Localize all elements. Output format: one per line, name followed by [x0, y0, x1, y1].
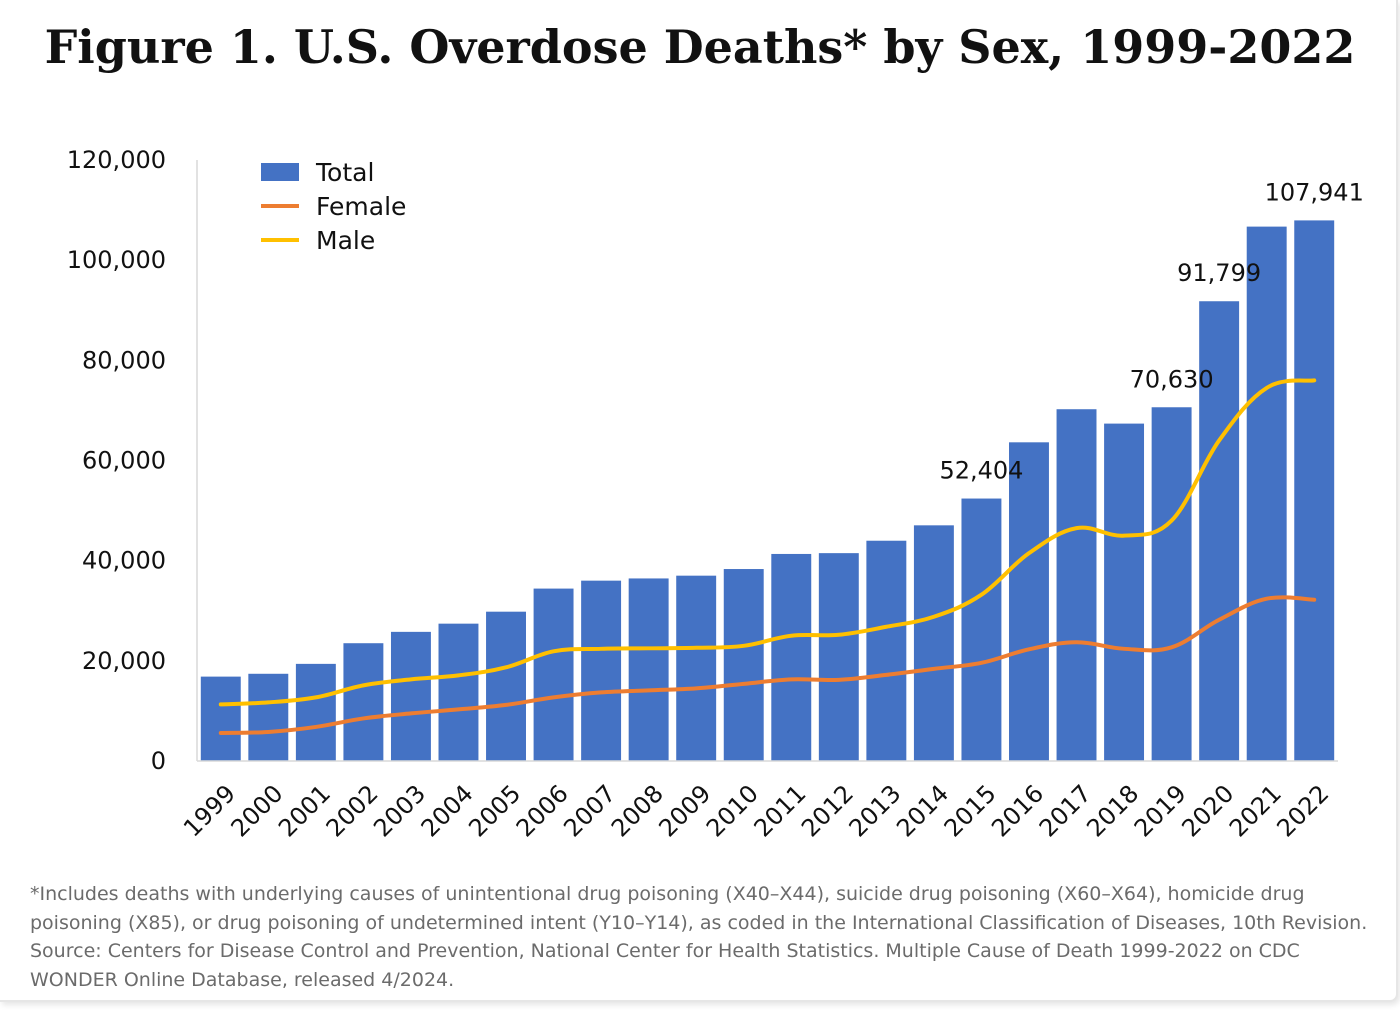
overdose-deaths-chart: 020,00040,00060,00080,000100,000120,000 … [67, 146, 1364, 842]
legend-swatch-total [261, 163, 299, 181]
bar-total-2022 [1294, 220, 1335, 761]
data-label-2020: 91,799 [1177, 259, 1261, 287]
x-tick-label: 2001 [273, 779, 336, 842]
x-tick-label: 2005 [463, 779, 526, 842]
line-male [218, 378, 1317, 707]
bar-total-2018 [1104, 423, 1145, 761]
bar-total-2014 [913, 525, 954, 761]
bar-total-2010 [723, 569, 764, 761]
x-tick-label: 2022 [1271, 779, 1334, 842]
x-tick-label: 1999 [178, 779, 241, 842]
bar-total-2006 [533, 588, 574, 761]
legend-label-male: Male [316, 226, 375, 255]
bar-total-2017 [1056, 409, 1097, 761]
x-tick-label: 2007 [558, 779, 621, 842]
legend: Total Female Male [261, 158, 406, 255]
bar-total-2008 [628, 578, 669, 761]
x-tick-label: 2016 [986, 779, 1049, 842]
y-tick-label: 120,000 [67, 146, 166, 174]
x-tick-labels: 1999200020012002200320042005200620072008… [178, 779, 1334, 842]
x-tick-label: 2006 [511, 779, 574, 842]
data-label-2019: 70,630 [1130, 365, 1214, 393]
legend-label-female: Female [316, 192, 406, 221]
bar-total-2005 [486, 611, 526, 761]
figure-card: Figure 1. U.S. Overdose Deaths* by Sex, … [0, 0, 1398, 1002]
x-tick-label: 2003 [368, 779, 431, 842]
bar-total-2019 [1151, 407, 1192, 761]
bar-total-2002 [343, 643, 384, 761]
bar-total-2000 [248, 673, 289, 761]
bar-total-1999 [200, 676, 241, 761]
bar-total-2016 [1009, 442, 1049, 761]
x-tick-label: 2008 [606, 779, 669, 842]
legend-label-total: Total [315, 158, 374, 187]
y-tick-label: 60,000 [82, 447, 166, 475]
bar-total-2007 [581, 580, 622, 761]
x-tick-label: 2012 [796, 779, 859, 842]
bar-total-2004 [438, 623, 479, 761]
x-axis [196, 160, 1338, 762]
x-tick-label: 2009 [653, 779, 716, 842]
sex-lines [218, 378, 1317, 735]
chart-title: Figure 1. U.S. Overdose Deaths* by Sex, … [44, 20, 1356, 74]
x-tick-label: 2014 [891, 779, 954, 842]
y-tick-label: 100,000 [67, 246, 166, 274]
x-tick-label: 2021 [1224, 779, 1287, 842]
x-tick-label: 2019 [1129, 779, 1192, 842]
total-bars [200, 220, 1335, 761]
x-tick-label: 2018 [1081, 779, 1144, 842]
x-tick-label: 2017 [1034, 779, 1097, 842]
x-tick-label: 2013 [844, 779, 907, 842]
bar-total-2003 [390, 631, 431, 761]
x-tick-label: 2011 [749, 779, 812, 842]
y-tick-label: 20,000 [82, 647, 166, 675]
bar-total-2021 [1246, 226, 1287, 761]
footnote: *Includes deaths with underlying causes … [30, 883, 1368, 991]
line-female [218, 595, 1317, 735]
x-tick-label: 2000 [226, 779, 289, 842]
x-tick-label: 2020 [1176, 779, 1239, 842]
data-label-2022: 107,941 [1265, 178, 1364, 206]
y-tick-label: 80,000 [82, 346, 166, 374]
x-tick-label: 2002 [321, 779, 384, 842]
y-axis-labels: 0 20,000 40,000 60,000 80,000 100,000 120,000 [67, 146, 166, 775]
y-tick-label: 40,000 [82, 547, 166, 575]
data-labels: 52,404 70,630 91,799 107,941 [939, 178, 1363, 484]
bar-total-2012 [818, 553, 859, 761]
bar-total-2020 [1199, 301, 1240, 761]
x-tick-label: 2004 [416, 779, 479, 842]
y-tick-label: 0 [151, 747, 166, 775]
bar-total-2011 [771, 553, 812, 761]
x-tick-label: 2015 [939, 779, 1002, 842]
bar-total-2001 [295, 663, 336, 761]
x-tick-label: 2010 [701, 779, 764, 842]
bar-total-2009 [676, 575, 717, 761]
data-label-2015: 52,404 [939, 457, 1023, 485]
bar-total-2013 [866, 540, 907, 761]
bar-total-2015 [961, 498, 1002, 761]
